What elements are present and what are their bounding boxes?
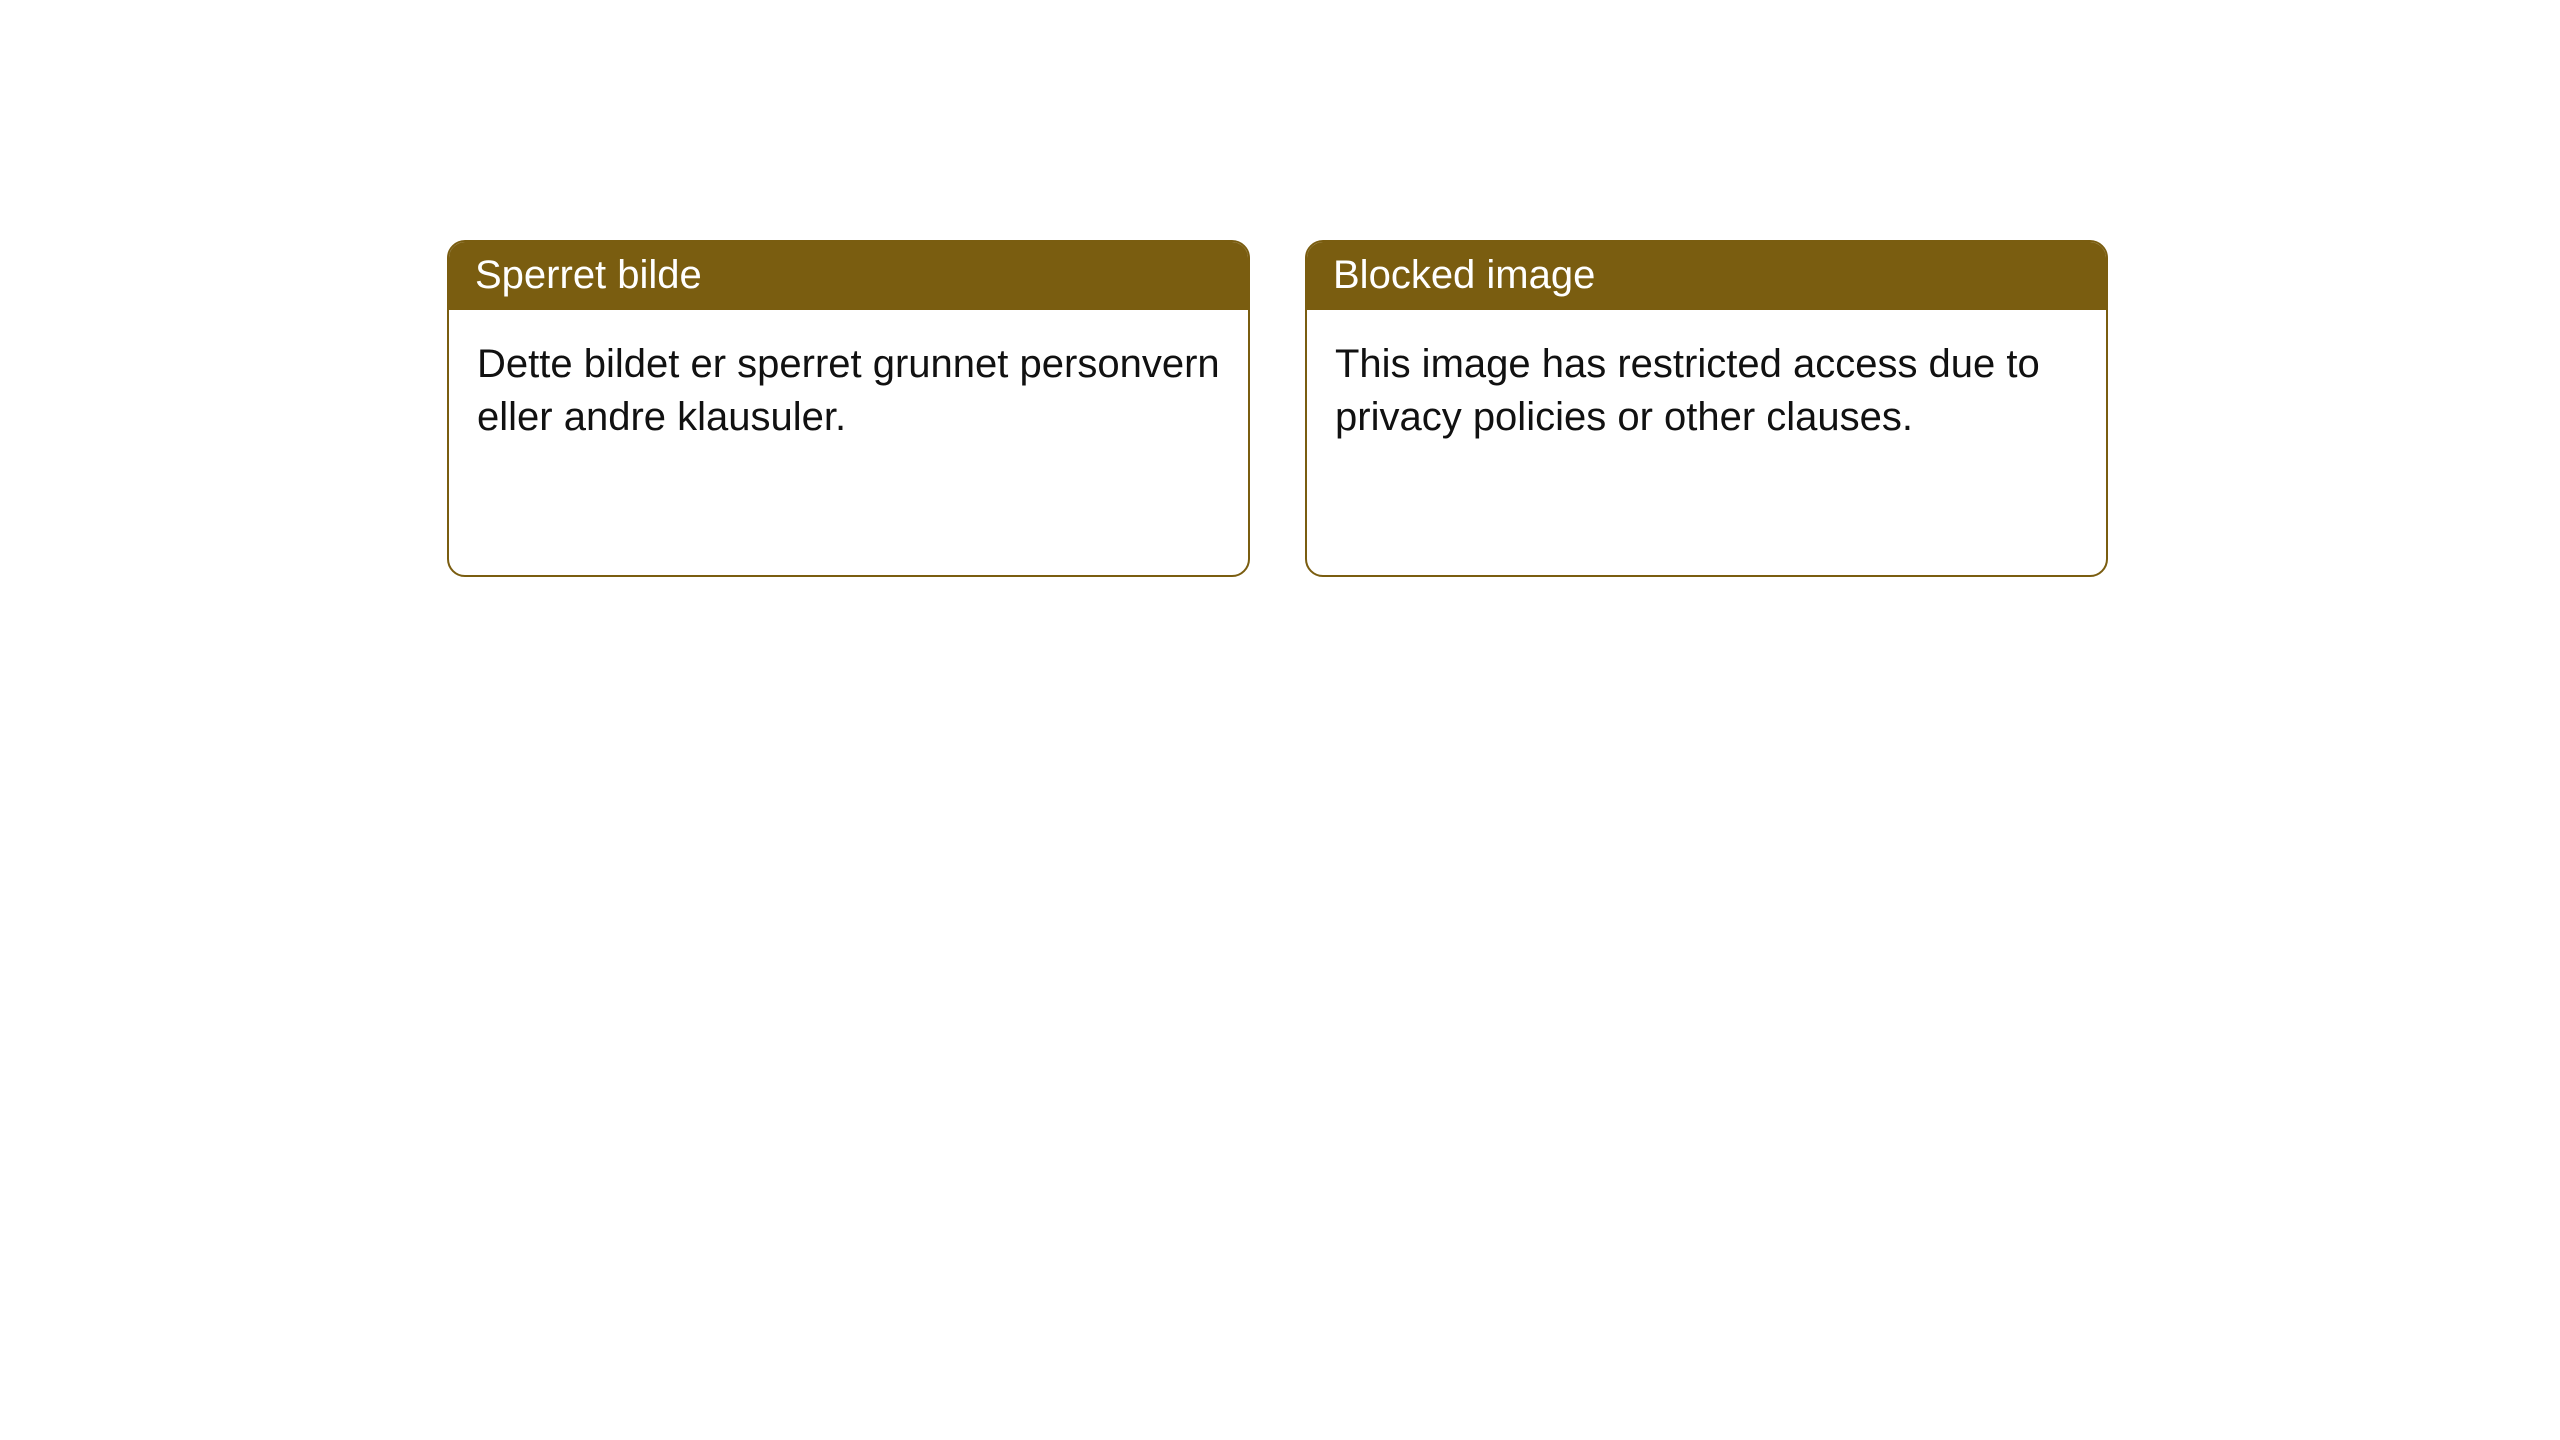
notice-card-title: Sperret bilde xyxy=(449,242,1248,310)
notice-card-norwegian: Sperret bilde Dette bildet er sperret gr… xyxy=(447,240,1250,577)
notice-card-title: Blocked image xyxy=(1307,242,2106,310)
notice-card-body: This image has restricted access due to … xyxy=(1307,310,2106,472)
notice-cards-container: Sperret bilde Dette bildet er sperret gr… xyxy=(447,240,2108,577)
notice-card-english: Blocked image This image has restricted … xyxy=(1305,240,2108,577)
notice-card-body: Dette bildet er sperret grunnet personve… xyxy=(449,310,1248,472)
